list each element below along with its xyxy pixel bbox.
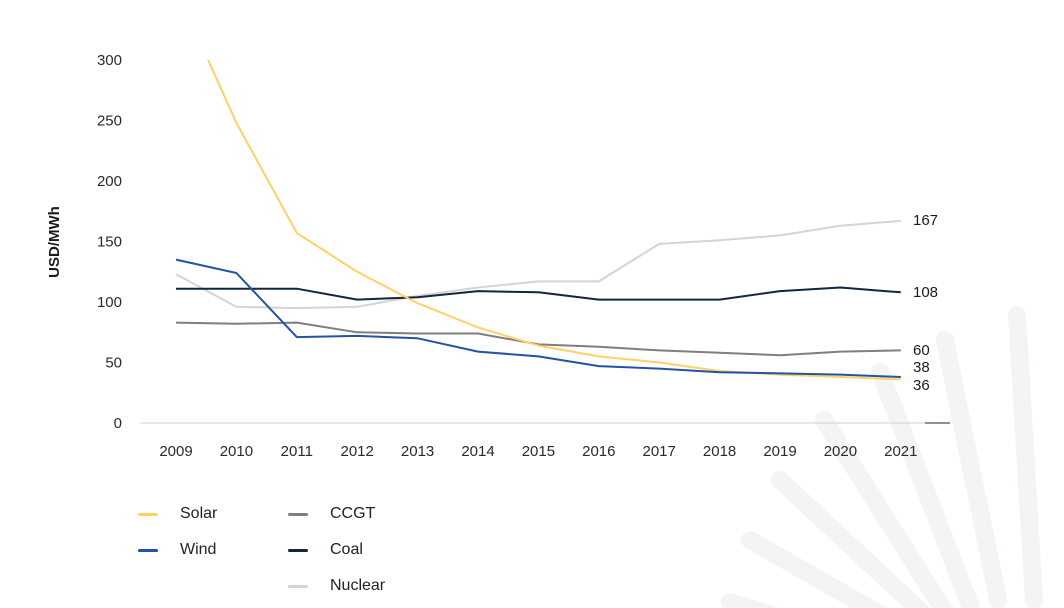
end-label-solar: 36 bbox=[913, 377, 930, 394]
y-axis-label: USD/MWh bbox=[46, 206, 63, 278]
legend-swatch bbox=[288, 548, 308, 552]
x-tick-label: 2009 bbox=[159, 443, 192, 460]
x-tick-label: 2021 bbox=[884, 443, 917, 460]
end-label-wind: 38 bbox=[913, 359, 930, 376]
series-line-ccgt bbox=[175, 321, 901, 357]
x-tick-label: 2011 bbox=[281, 443, 313, 460]
legend-label: Nuclear bbox=[330, 577, 386, 594]
legend-label: Coal bbox=[330, 541, 363, 558]
legend-item-ccgt: CCGT bbox=[288, 505, 375, 523]
y-tick-label: 150 bbox=[97, 234, 122, 251]
x-tick-label: 2020 bbox=[824, 443, 857, 460]
x-tick-label: 2013 bbox=[401, 443, 434, 460]
y-tick-label: 200 bbox=[97, 173, 122, 190]
x-tick-label: 2017 bbox=[643, 443, 676, 460]
x-tick-label: 2010 bbox=[220, 443, 253, 460]
series-line-nuclear bbox=[175, 219, 901, 310]
legend-item-solar: Solar bbox=[138, 505, 217, 523]
legend-swatch bbox=[288, 584, 308, 588]
y-tick-label: 250 bbox=[97, 113, 122, 130]
end-label-coal: 108 bbox=[913, 284, 938, 301]
legend-item-wind: Wind bbox=[138, 541, 216, 559]
x-tick-label: 2015 bbox=[522, 443, 555, 460]
sunburst-decoration bbox=[721, 306, 1043, 608]
end-label-nuclear: 167 bbox=[913, 212, 938, 229]
legend-label: Solar bbox=[180, 505, 218, 522]
legend-swatch bbox=[138, 548, 158, 552]
legend-item-nuclear: Nuclear bbox=[288, 577, 385, 595]
x-tick-label: 2016 bbox=[582, 443, 615, 460]
y-tick-label: 50 bbox=[105, 355, 122, 372]
end-label-ccgt: 60 bbox=[913, 342, 930, 359]
x-tick-label: 2019 bbox=[763, 443, 796, 460]
x-tick-label: 2014 bbox=[461, 443, 494, 460]
x-tick-label: 2018 bbox=[703, 443, 736, 460]
legend-item-coal: Coal bbox=[288, 541, 363, 559]
series-line-wind bbox=[175, 258, 901, 378]
series-line-solar bbox=[207, 60, 901, 381]
legend-label: CCGT bbox=[330, 505, 376, 522]
y-tick-label: 100 bbox=[97, 294, 122, 311]
legend-swatch bbox=[288, 512, 308, 516]
legend-swatch bbox=[138, 512, 158, 516]
y-tick-label: 300 bbox=[97, 52, 122, 69]
y-tick-label: 0 bbox=[114, 415, 122, 432]
x-tick-label: 2012 bbox=[341, 443, 374, 460]
series-line-coal bbox=[176, 286, 901, 301]
legend-label: Wind bbox=[180, 541, 217, 558]
